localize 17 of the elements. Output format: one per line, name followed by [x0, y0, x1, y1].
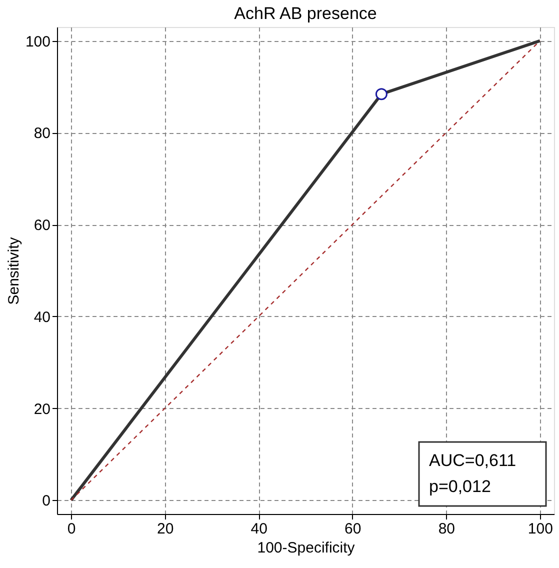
y-tick-label: 0	[42, 492, 50, 510]
annotation: p=0,012	[429, 477, 491, 496]
y-tick-label: 60	[34, 217, 50, 234]
x-tick-label: 40	[250, 520, 268, 538]
x-tick-label: 80	[438, 520, 456, 538]
y-tick-label: 80	[34, 125, 50, 142]
y-axis-title: Sensitivity	[5, 236, 22, 305]
x-tick-label: 0	[67, 520, 76, 538]
x-tick-label: 20	[156, 520, 174, 538]
x-tick-label: 100	[528, 520, 553, 538]
chart-title: AchR AB presence	[234, 4, 377, 23]
annotation: AUC=0,611	[429, 451, 516, 470]
x-axis-title: 100-Specificity	[257, 540, 356, 556]
y-tick-label: 40	[34, 308, 50, 326]
x-tick-label: 60	[344, 520, 362, 538]
y-tick-label: 20	[34, 400, 50, 418]
y-tick-label: 100	[25, 33, 50, 50]
